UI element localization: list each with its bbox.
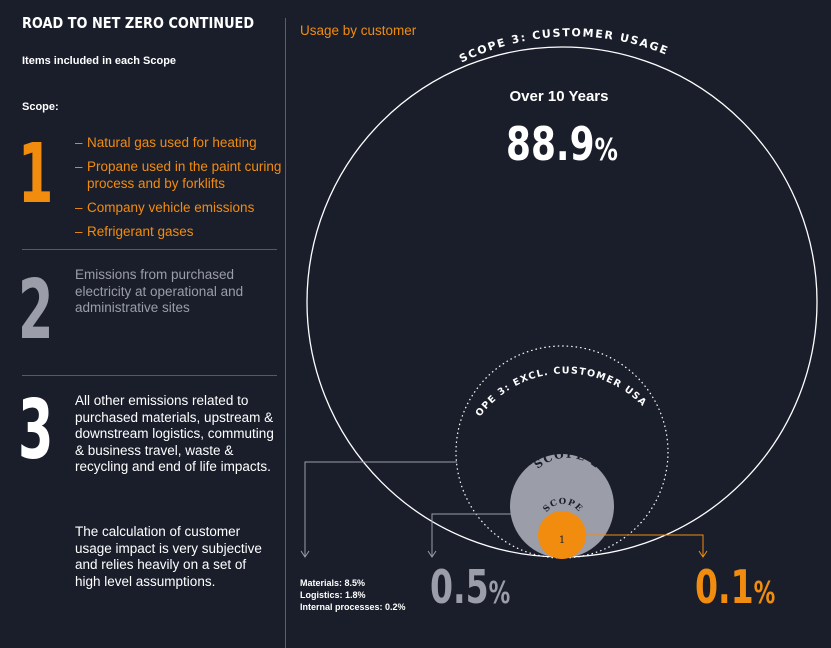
customer-usage-period: Over 10 Years — [510, 88, 609, 105]
scope-1-percentage: 0.1% — [695, 560, 776, 614]
scope-1-circle — [538, 511, 586, 559]
scope-1-item: – Company vehicle emissions — [75, 200, 255, 215]
connector-lines — [300, 461, 708, 558]
scope-1-connector — [586, 534, 704, 556]
scope-3-number: 3 — [18, 383, 54, 478]
scope-2-description: Emissions from purchased electricity at … — [75, 267, 244, 315]
scope-1-item: – Refrigerant gases — [75, 224, 194, 239]
excl-customer-usage-circle — [455, 345, 669, 559]
breakdown-item: Materials: 8.5% — [300, 578, 366, 588]
scope-1-arrowhead — [698, 550, 708, 558]
panel-divider — [285, 18, 286, 648]
scope-2-circle — [510, 454, 614, 558]
customer-usage-value: 88.9% — [506, 118, 618, 172]
scope-3-description: All other emissions related to purchased… — [75, 393, 274, 474]
calculation-note: The calculation of customer usage impact… — [75, 524, 262, 589]
excl-usage-connector — [304, 461, 457, 556]
excl-usage-breakdown: Materials: 8.5% Logistics: 1.8% Internal… — [300, 577, 410, 613]
scope-2-connector — [431, 513, 511, 556]
excl-usage-arrowhead — [300, 550, 310, 558]
scope-label: Scope: — [22, 101, 59, 113]
scope-1-item: – Propane used in the paint curing proces… — [75, 159, 282, 191]
scope-1-number: 1 — [18, 127, 54, 222]
scope-2-number: 2 — [18, 263, 54, 358]
breakdown-item: Internal processes: 0.2% — [300, 602, 406, 612]
customer-usage-label: SCOPE 3: CUSTOMER USAGE — [457, 26, 671, 65]
scope-2-percentage: 0.5% — [430, 560, 511, 614]
scope-2-arrowhead — [427, 550, 437, 558]
divider — [22, 249, 277, 250]
breakdown-item: Logistics: 1.8% — [300, 590, 366, 600]
divider — [22, 375, 277, 376]
scope-1-list: – Natural gas used for heating – Propane u… — [75, 134, 282, 247]
scope-1-item: – Natural gas used for heating — [75, 135, 257, 150]
scope-legend-panel: ROAD TO NET ZERO CONTINUED Items include… — [0, 0, 285, 648]
scope-1-circle-number: 1 — [559, 535, 565, 546]
page-title: ROAD TO NET ZERO CONTINUED — [22, 14, 255, 32]
diagram-title: Usage by customer — [300, 23, 417, 38]
page-subtitle: Items included in each Scope — [22, 55, 177, 67]
